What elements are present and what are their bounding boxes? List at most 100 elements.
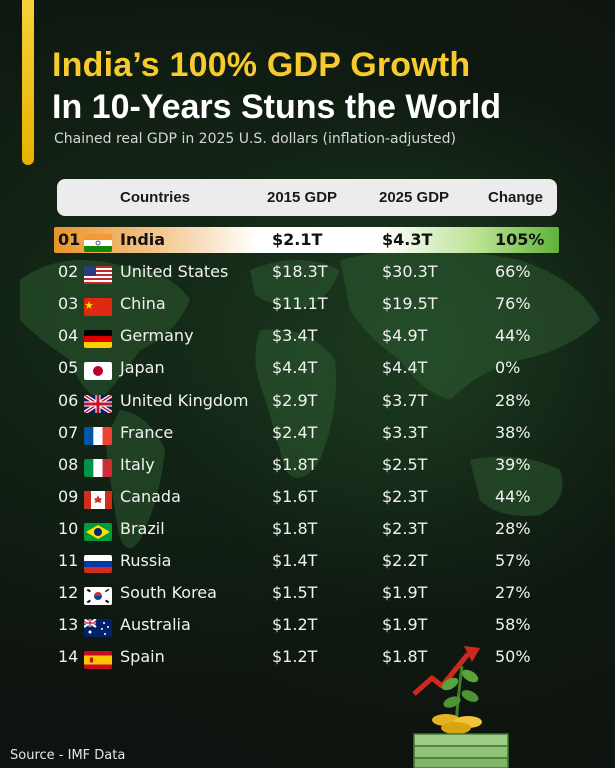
- table-row: 08 Italy $1.8T $2.5T 39%: [54, 452, 559, 478]
- row-country: United Kingdom: [120, 390, 249, 410]
- row-change: 28%: [495, 518, 531, 538]
- row-gdp-2025: $3.3T: [382, 422, 428, 442]
- row-rank: 11: [58, 551, 79, 570]
- china-flag-icon: [84, 295, 112, 317]
- row-gdp-2015: $1.8T: [272, 518, 318, 538]
- row-gdp-2015: $18.3T: [272, 262, 328, 282]
- row-country: India: [120, 230, 166, 249]
- row-change: 0%: [495, 358, 521, 378]
- table-row: 04 Germany $3.4T $4.9T 44%: [54, 323, 559, 349]
- table-row: 07 France $2.4T $3.3T 38%: [54, 420, 559, 446]
- row-gdp-2025: $4.4T: [382, 358, 428, 378]
- row-gdp-2015: $1.2T: [272, 615, 318, 635]
- row-change: 76%: [495, 294, 531, 314]
- row-gdp-2025: $3.7T: [382, 390, 428, 410]
- accent-bar: [22, 0, 34, 165]
- south-korea-flag-icon: [84, 584, 112, 606]
- row-change: 66%: [495, 262, 531, 282]
- table-row: 01 India $2.1T $4.3T 105%: [54, 227, 559, 253]
- table-row: 11 Russia $1.4T $2.2T 57%: [54, 548, 559, 574]
- table-row: 14 Spain $1.2T $1.8T 50%: [54, 644, 559, 670]
- row-rank: 07: [58, 422, 79, 442]
- india-flag-icon: [84, 231, 112, 252]
- row-rank: 12: [58, 583, 79, 603]
- row-country: Canada: [120, 486, 181, 506]
- title-line-1: India’s 100% GDP Growth: [52, 46, 471, 84]
- header-2015-gdp: 2015 GDP: [267, 189, 338, 206]
- table-row: 12 South Korea $1.5T $1.9T 27%: [54, 580, 559, 606]
- row-gdp-2015: $2.4T: [272, 422, 318, 442]
- table-row: 13 Australia $1.2T $1.9T 58%: [54, 612, 559, 638]
- row-change: 28%: [495, 390, 531, 410]
- row-gdp-2025: $1.9T: [382, 583, 428, 603]
- germany-flag-icon: [84, 327, 112, 349]
- row-country: Russia: [120, 551, 172, 570]
- row-country: Australia: [120, 615, 191, 635]
- row-gdp-2025: $19.5T: [382, 294, 438, 314]
- table-row: 06 United Kingdom $2.9T $3.7T 28%: [54, 388, 559, 414]
- table-row: 09 Canada $1.6T $2.3T 44%: [54, 484, 559, 510]
- row-gdp-2015: $1.8T: [272, 454, 318, 474]
- table-row: 02 United States $18.3T $30.3T 66%: [54, 259, 559, 285]
- header-2025-gdp: 2025 GDP: [379, 189, 450, 206]
- row-gdp-2015: $1.2T: [272, 647, 318, 667]
- subtitle: Chained real GDP in 2025 U.S. dollars (i…: [54, 131, 456, 147]
- row-gdp-2015: $1.5T: [272, 583, 318, 603]
- row-gdp-2025: $2.3T: [382, 518, 428, 538]
- france-flag-icon: [84, 424, 112, 445]
- row-gdp-2025: $30.3T: [382, 262, 438, 282]
- row-rank: 01: [58, 230, 81, 249]
- row-rank: 10: [58, 518, 79, 538]
- row-change: 38%: [495, 422, 531, 442]
- row-change: 57%: [495, 551, 531, 570]
- row-country: Spain: [120, 647, 165, 667]
- row-gdp-2015: $11.1T: [272, 294, 328, 314]
- row-gdp-2015: $4.4T: [272, 358, 318, 378]
- row-rank: 02: [58, 262, 79, 282]
- row-change: 44%: [495, 486, 531, 506]
- japan-flag-icon: [84, 359, 112, 381]
- row-change: 50%: [495, 647, 531, 667]
- row-gdp-2025: $4.9T: [382, 326, 428, 346]
- brazil-flag-icon: [84, 520, 112, 541]
- table-row: 05 Japan $4.4T $4.4T 0%: [54, 355, 559, 381]
- row-gdp-2025: $4.3T: [382, 230, 433, 249]
- row-rank: 08: [58, 454, 79, 474]
- header-countries: Countries: [120, 189, 191, 206]
- row-rank: 09: [58, 486, 79, 506]
- row-change: 44%: [495, 326, 531, 346]
- row-gdp-2015: $3.4T: [272, 326, 318, 346]
- row-rank: 13: [58, 615, 79, 635]
- australia-flag-icon: [84, 616, 112, 638]
- title-line-2: In 10-Years Stuns the World: [52, 88, 502, 126]
- source-note: Source - IMF Data: [10, 748, 126, 763]
- row-change: 105%: [495, 230, 545, 249]
- canada-flag-icon: [84, 488, 112, 509]
- world-map-background: [20, 250, 600, 548]
- row-country: Germany: [120, 326, 194, 346]
- italy-flag-icon: [84, 456, 112, 477]
- row-country: United States: [120, 262, 229, 282]
- row-gdp-2015: $1.4T: [272, 551, 318, 570]
- table-header: Countries 2015 GDP 2025 GDP Change: [57, 179, 557, 216]
- row-rank: 14: [58, 647, 79, 667]
- row-gdp-2025: $2.2T: [382, 551, 428, 570]
- row-gdp-2015: $1.6T: [272, 486, 318, 506]
- row-gdp-2015: $2.9T: [272, 390, 318, 410]
- row-change: 27%: [495, 583, 531, 603]
- uk-flag-icon: [84, 392, 112, 413]
- row-country: China: [120, 294, 166, 314]
- row-rank: 05: [58, 358, 79, 378]
- row-change: 58%: [495, 615, 531, 635]
- row-gdp-2025: $2.3T: [382, 486, 428, 506]
- row-gdp-2025: $1.9T: [382, 615, 428, 635]
- spain-flag-icon: [84, 648, 112, 670]
- row-rank: 03: [58, 294, 79, 314]
- money-growth-illustration-icon: [412, 646, 509, 768]
- row-rank: 04: [58, 326, 79, 346]
- russia-flag-icon: [84, 552, 112, 573]
- row-country: Brazil: [120, 518, 165, 538]
- row-rank: 06: [58, 390, 79, 410]
- header-change: Change: [488, 189, 544, 206]
- row-country: South Korea: [120, 583, 217, 603]
